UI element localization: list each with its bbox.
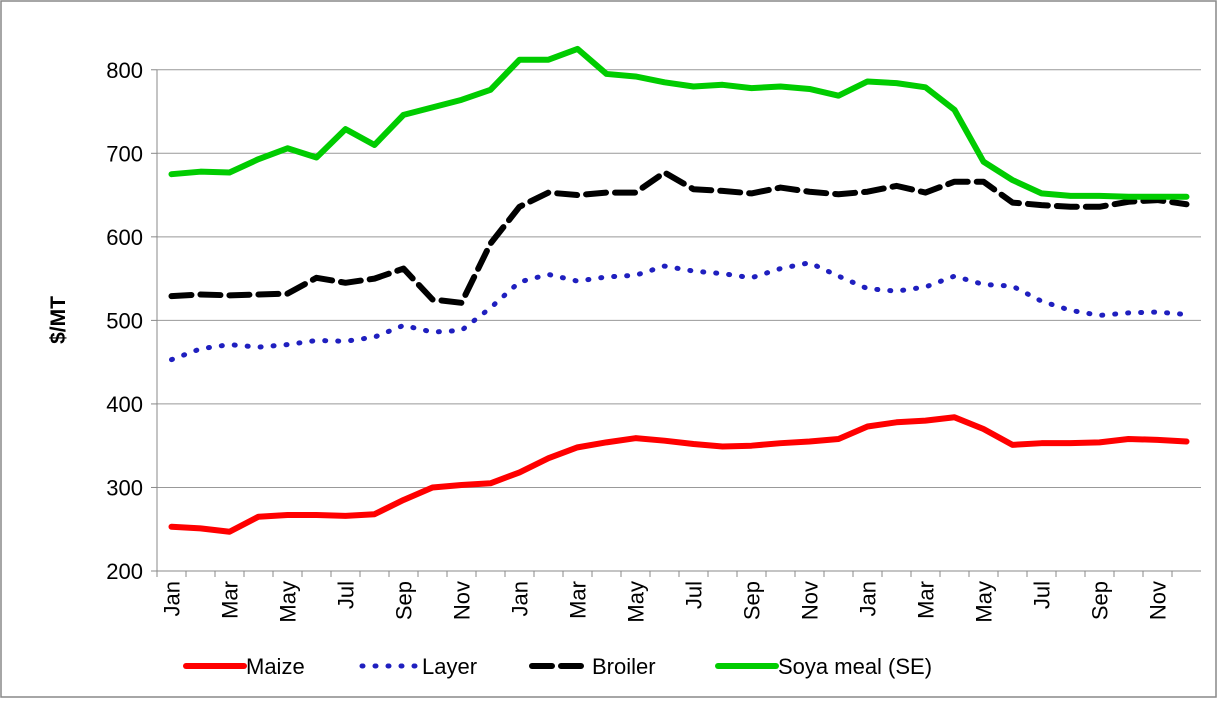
x-tick-label: Jul <box>1030 581 1055 609</box>
y-tick-label: 400 <box>106 392 143 417</box>
x-tick-label: May <box>624 581 649 623</box>
legend-label: Layer <box>422 654 477 679</box>
legend-label: Soya meal (SE) <box>778 654 932 679</box>
x-tick-label: Mar <box>914 581 939 619</box>
x-tick-label: Jan <box>856 581 881 616</box>
x-tick-label: Sep <box>392 581 417 620</box>
x-tick-label: Sep <box>740 581 765 620</box>
y-tick-label: 300 <box>106 475 143 500</box>
data-line <box>168 414 1190 535</box>
y-tick-label: 700 <box>106 141 143 166</box>
x-tick-label: May <box>276 581 301 623</box>
y-tick-label: 800 <box>106 58 143 83</box>
x-tick-label: Mar <box>218 581 243 619</box>
y-tick-label: 600 <box>106 225 143 250</box>
x-tick-label: Jan <box>160 581 185 616</box>
x-tick-label: Nov <box>1146 581 1171 620</box>
y-tick-label: 500 <box>106 308 143 333</box>
x-tick-label: Nov <box>798 581 823 620</box>
data-line <box>169 260 1189 363</box>
x-tick-label: Jul <box>334 581 359 609</box>
x-tick-label: Mar <box>566 581 591 619</box>
x-tick-label: Nov <box>450 581 475 620</box>
x-tick-label: May <box>972 581 997 623</box>
y-tick-label: 200 <box>106 559 143 584</box>
x-tick-label: Jul <box>682 581 707 609</box>
x-tick-label: Sep <box>1088 581 1113 620</box>
data-line <box>168 169 1190 306</box>
x-tick-label: Jan <box>508 581 533 616</box>
data-line <box>168 45 1190 200</box>
legend-label: Maize <box>246 654 305 679</box>
legend-label: Broiler <box>592 654 656 679</box>
y-axis-label: $/MT <box>47 296 70 344</box>
